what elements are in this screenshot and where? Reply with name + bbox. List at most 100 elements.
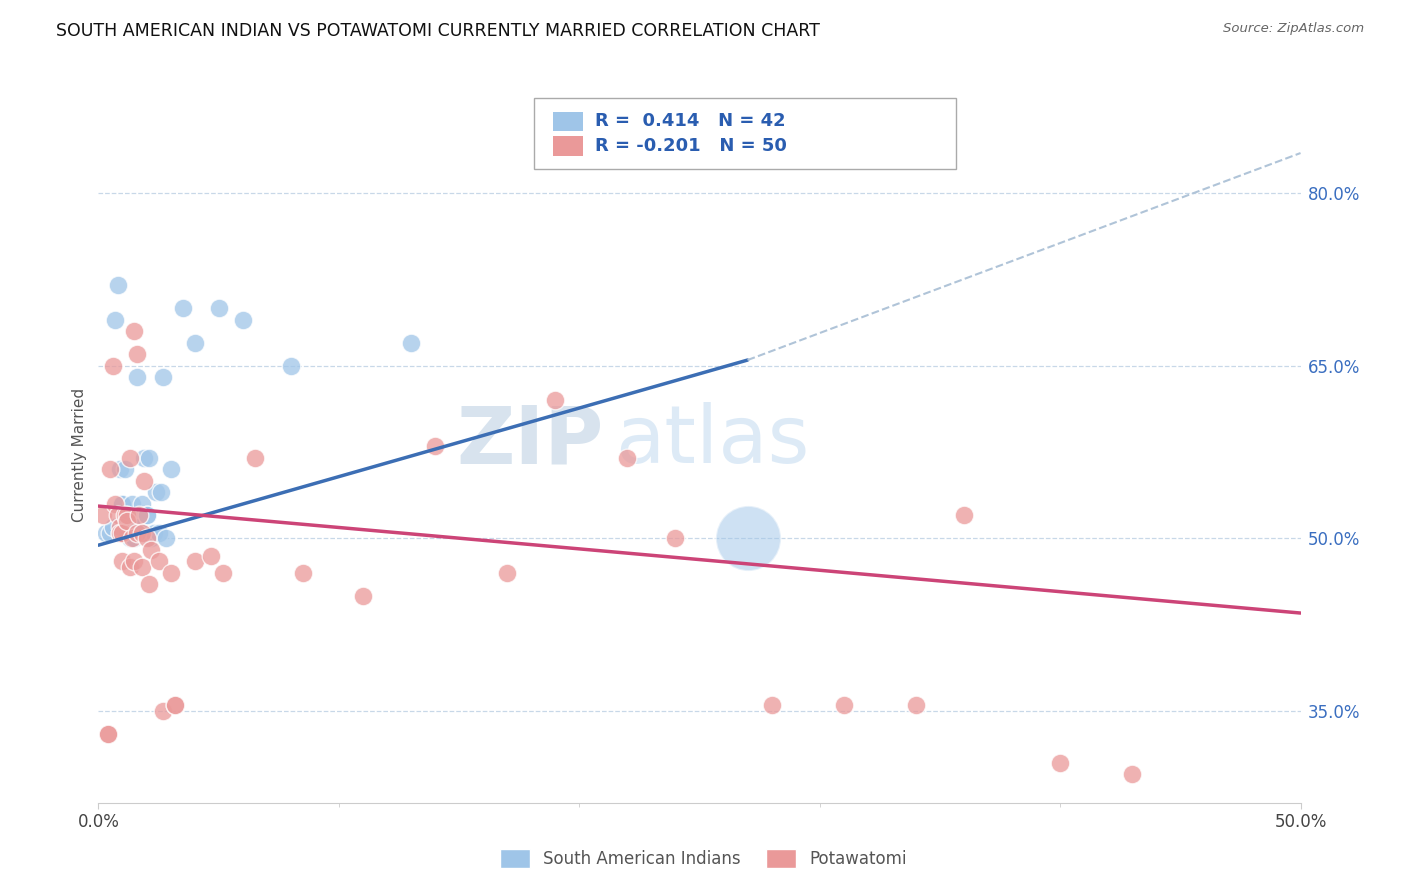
- Point: [135, 531, 157, 545]
- Point: [737, 531, 759, 545]
- Point: [664, 531, 686, 545]
- Point: [114, 462, 136, 476]
- Point: [118, 520, 141, 534]
- Point: [1049, 756, 1071, 770]
- Point: [97, 727, 120, 741]
- Point: [145, 485, 167, 500]
- Point: [152, 370, 174, 384]
- Point: [131, 525, 153, 540]
- Point: [111, 525, 134, 540]
- Point: [138, 450, 160, 465]
- Point: [183, 554, 205, 568]
- Point: [108, 525, 131, 540]
- Point: [165, 698, 187, 712]
- Point: [111, 497, 134, 511]
- Point: [904, 698, 927, 712]
- Point: [125, 525, 148, 540]
- Point: [496, 566, 519, 580]
- Point: [423, 439, 446, 453]
- Point: [101, 359, 124, 373]
- Point: [131, 497, 153, 511]
- Text: R = -0.201   N = 50: R = -0.201 N = 50: [595, 137, 786, 155]
- Point: [141, 531, 163, 545]
- Point: [128, 508, 150, 523]
- Point: [832, 698, 855, 712]
- Point: [114, 525, 136, 540]
- Point: [124, 554, 146, 568]
- Point: [118, 560, 141, 574]
- Point: [280, 359, 302, 373]
- Point: [108, 520, 131, 534]
- Text: ZIP: ZIP: [456, 402, 603, 480]
- Point: [121, 531, 143, 545]
- Point: [117, 514, 139, 528]
- Point: [107, 278, 129, 293]
- Point: [131, 525, 153, 540]
- Point: [165, 698, 187, 712]
- Point: [148, 554, 170, 568]
- Point: [159, 462, 181, 476]
- Point: [243, 450, 266, 465]
- Point: [104, 497, 127, 511]
- Text: Source: ZipAtlas.com: Source: ZipAtlas.com: [1223, 22, 1364, 36]
- Point: [953, 508, 976, 523]
- Point: [761, 698, 783, 712]
- Point: [124, 525, 146, 540]
- Point: [616, 450, 638, 465]
- Point: [104, 313, 127, 327]
- Text: R =  0.414   N = 42: R = 0.414 N = 42: [595, 112, 786, 130]
- Point: [100, 525, 122, 540]
- Point: [91, 508, 114, 523]
- Point: [212, 566, 235, 580]
- Point: [118, 450, 141, 465]
- Point: [97, 727, 120, 741]
- Point: [128, 520, 150, 534]
- Point: [117, 508, 139, 523]
- Legend: South American Indians, Potawatomi: South American Indians, Potawatomi: [494, 842, 912, 875]
- Point: [159, 566, 181, 580]
- Point: [1121, 767, 1143, 781]
- Point: [125, 370, 148, 384]
- Point: [117, 508, 139, 523]
- Point: [138, 577, 160, 591]
- Point: [132, 450, 155, 465]
- Point: [149, 485, 172, 500]
- Point: [208, 301, 231, 316]
- Point: [121, 497, 143, 511]
- Point: [155, 531, 177, 545]
- Point: [291, 566, 314, 580]
- Point: [135, 508, 157, 523]
- Point: [232, 313, 254, 327]
- Point: [200, 549, 222, 563]
- Point: [117, 525, 139, 540]
- Point: [142, 525, 165, 540]
- Y-axis label: Currently Married: Currently Married: [72, 388, 87, 522]
- Point: [111, 554, 134, 568]
- Point: [125, 508, 148, 523]
- Point: [125, 347, 148, 361]
- Point: [108, 525, 131, 540]
- Point: [135, 508, 157, 523]
- Point: [124, 531, 146, 545]
- Point: [141, 542, 163, 557]
- Text: SOUTH AMERICAN INDIAN VS POTAWATOMI CURRENTLY MARRIED CORRELATION CHART: SOUTH AMERICAN INDIAN VS POTAWATOMI CURR…: [56, 22, 820, 40]
- Point: [544, 393, 567, 408]
- Point: [399, 335, 422, 350]
- Point: [131, 560, 153, 574]
- Point: [132, 474, 155, 488]
- Point: [183, 335, 205, 350]
- Point: [107, 508, 129, 523]
- Point: [100, 462, 122, 476]
- Point: [352, 589, 374, 603]
- Point: [118, 531, 141, 545]
- Point: [114, 508, 136, 523]
- Point: [101, 520, 124, 534]
- Text: atlas: atlas: [616, 402, 810, 480]
- Point: [148, 525, 170, 540]
- Point: [124, 324, 146, 338]
- Point: [172, 301, 194, 316]
- Point: [111, 497, 134, 511]
- Point: [94, 525, 117, 540]
- Point: [152, 704, 174, 718]
- Point: [108, 462, 131, 476]
